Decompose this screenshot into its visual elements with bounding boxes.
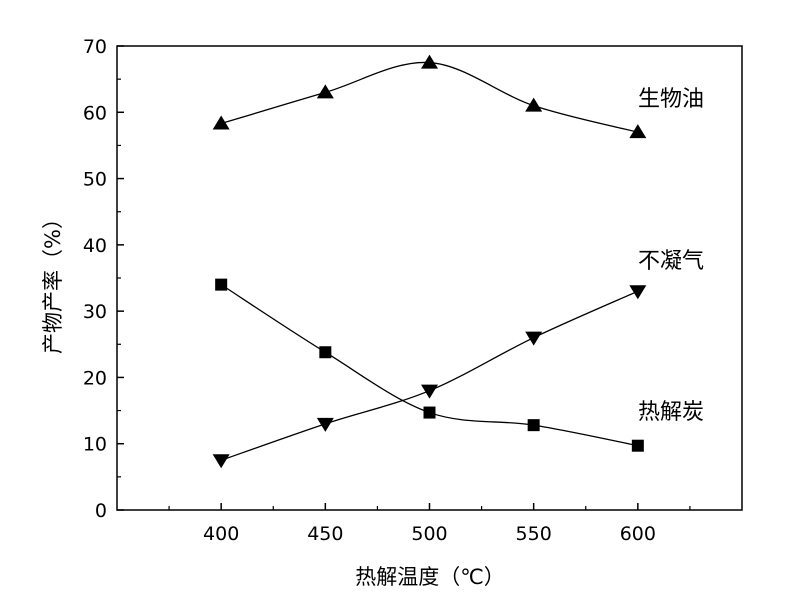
triangle-down-marker	[525, 331, 543, 346]
series-curves	[220, 61, 639, 461]
x-tick-label: 500	[411, 523, 447, 545]
triangle-up-marker	[421, 54, 438, 69]
triangle-up-marker	[212, 115, 230, 130]
x-tick-label: 550	[516, 523, 552, 545]
series-markers	[212, 54, 647, 469]
plot-area	[116, 45, 743, 511]
triangle-up-marker	[629, 124, 647, 139]
x-tick-label: 600	[620, 523, 656, 545]
series-label: 生物油	[638, 87, 704, 112]
y-tick-label: 30	[83, 301, 107, 323]
square-marker	[631, 439, 644, 452]
series-line-2	[220, 290, 639, 461]
y-axis: 0 10 20 30 40 50 60 70	[83, 36, 124, 522]
series-label: 不凝气	[638, 249, 704, 274]
y-tick-label: 40	[83, 235, 107, 257]
y-tick-label: 60	[83, 102, 107, 124]
triangle-down-marker	[316, 417, 334, 432]
y-tick-label: 50	[83, 169, 107, 191]
x-axis-title: 热解温度（℃）	[355, 565, 505, 589]
triangle-up-marker	[525, 97, 543, 112]
triangle-up-marker	[316, 84, 334, 99]
y-tick-label: 70	[83, 36, 107, 58]
y-tick-label: 20	[83, 367, 107, 389]
y-axis-title: 产物产率（%）	[41, 208, 65, 354]
y-tick-label: 0	[95, 500, 107, 522]
square-marker	[423, 406, 436, 419]
series-label: 热解炭	[638, 400, 704, 425]
triangle-down-marker	[212, 454, 230, 469]
x-axis: 400 450 500 550 600	[168, 503, 691, 545]
square-marker	[215, 278, 228, 291]
plot-frame	[116, 45, 743, 511]
series-line-1	[220, 61, 638, 133]
square-marker	[527, 419, 540, 432]
square-marker	[319, 346, 332, 359]
x-tick-label: 450	[307, 523, 343, 545]
triangle-down-marker	[421, 384, 438, 399]
triangle-down-marker	[629, 285, 647, 300]
x-tick-label: 400	[203, 523, 239, 545]
y-tick-label: 10	[83, 434, 107, 456]
series-line-3	[220, 284, 638, 447]
